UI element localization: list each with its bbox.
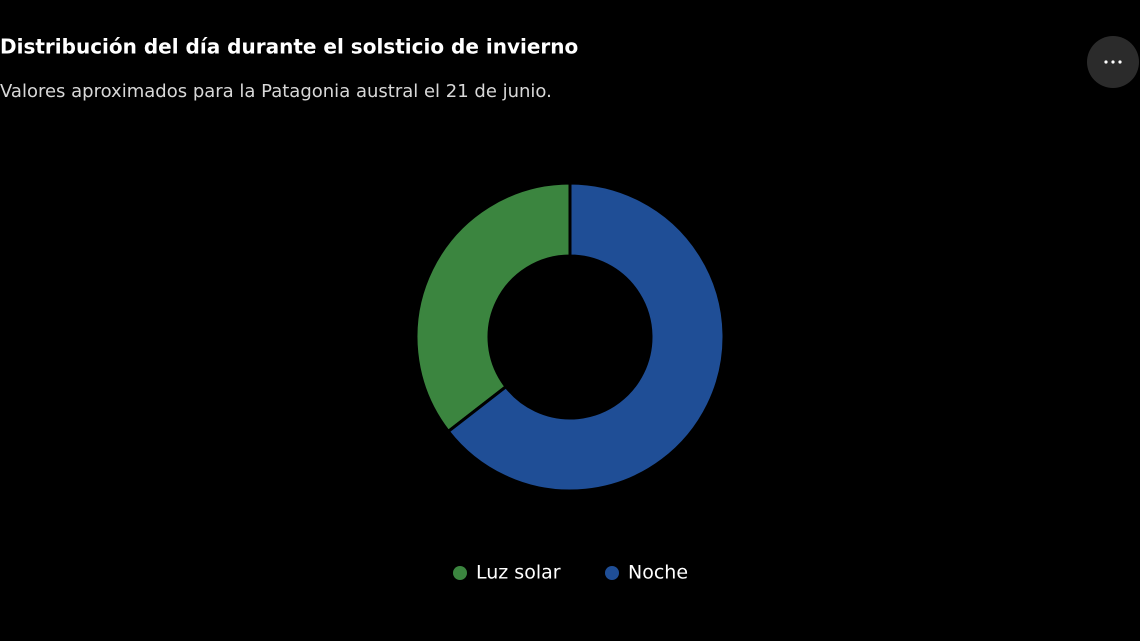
chart-title: Distribución del día durante el solstici… (0, 35, 578, 59)
legend-swatch (605, 566, 619, 580)
donut-segment (446, 181, 726, 493)
legend-label: Luz solar (476, 562, 561, 584)
menu-button[interactable] (1087, 36, 1139, 88)
legend-label: Noche (628, 562, 688, 584)
legend-swatch (453, 566, 467, 580)
chart-subtitle: Valores aproximados para la Patagonia au… (0, 81, 552, 102)
menu-dot (1104, 60, 1108, 64)
menu-dot (1111, 60, 1115, 64)
donut-segment (414, 181, 572, 434)
menu-dot (1118, 60, 1122, 64)
